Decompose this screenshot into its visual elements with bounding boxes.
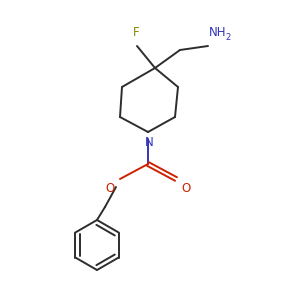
Text: O: O [181, 182, 190, 195]
Text: 2: 2 [225, 33, 230, 42]
Text: O: O [106, 182, 115, 195]
Text: NH: NH [209, 26, 226, 39]
Text: F: F [133, 26, 139, 39]
Text: N: N [145, 136, 153, 149]
